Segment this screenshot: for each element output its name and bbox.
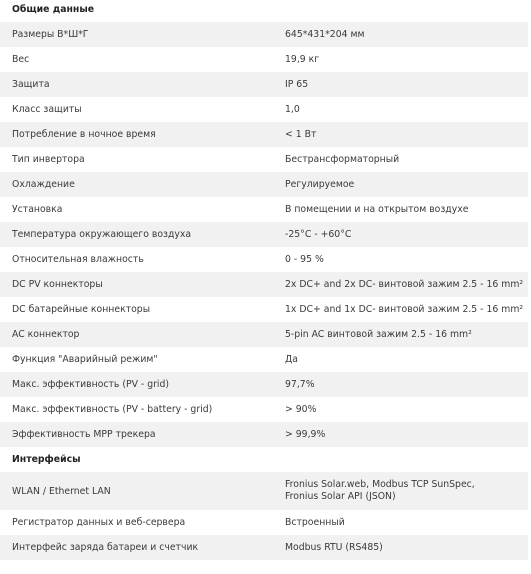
spec-row: Охлаждение Регулируемое bbox=[0, 172, 528, 197]
spec-label: Регистратор данных и веб-сервера bbox=[12, 517, 186, 528]
spec-value: Регулируемое bbox=[285, 178, 355, 190]
spec-label: Класс защиты bbox=[12, 104, 82, 115]
spec-label: Эффективность MPP трекера bbox=[12, 429, 156, 440]
spec-row: DC батарейные коннекторы 1x DC+ and 1x DC… bbox=[0, 297, 528, 322]
spec-table: Общие данные Размеры В*Ш*Г 645*431*204 мм В… bbox=[0, 4, 528, 560]
spec-label: Функция "Аварийный режим" bbox=[12, 354, 158, 365]
section-title: Интерфейсы bbox=[12, 454, 81, 465]
spec-row: Макс. эффективность (PV - battery - grid… bbox=[0, 397, 528, 422]
spec-label: Макс. эффективность (PV - grid) bbox=[12, 379, 170, 390]
spec-row: Тип инвертора Бестрансформаторный bbox=[0, 147, 528, 172]
spec-value: 5-pin AC винтовой зажим 2.5 - 16 mm² bbox=[285, 328, 472, 340]
spec-label: Тип инвертора bbox=[12, 154, 85, 165]
section-title: Общие данные bbox=[12, 4, 95, 15]
spec-row: Потребление в ночное время < 1 Вт bbox=[0, 122, 528, 147]
spec-row: Эффективность MPP трекера > 99,9% bbox=[0, 422, 528, 447]
spec-label: Относительная влажность bbox=[12, 254, 144, 265]
spec-row: Вес 19,9 кг bbox=[0, 47, 528, 72]
spec-value: Бестрансформаторный bbox=[285, 153, 400, 165]
spec-label: Потребление в ночное время bbox=[12, 129, 156, 140]
spec-value: 645*431*204 мм bbox=[285, 28, 365, 40]
spec-value: 1x DC+ and 1x DC- винтовой зажим 2.5 - 1… bbox=[285, 303, 524, 315]
spec-label: DC батарейные коннекторы bbox=[12, 304, 151, 315]
spec-value: 1,0 bbox=[285, 103, 300, 115]
spec-value: Fronius Solar.web, Modbus TCP SunSpec, F… bbox=[285, 479, 475, 502]
spec-value: > 90% bbox=[285, 403, 317, 415]
section: Общие данные Размеры В*Ш*Г 645*431*204 мм В… bbox=[0, 4, 528, 447]
spec-row: Регистратор данных и веб-сервера Встроенн… bbox=[0, 510, 528, 535]
spec-value: -25°C - +60°C bbox=[285, 228, 352, 240]
spec-row: Температура окружающего воздуха -25°C - +… bbox=[0, 222, 528, 247]
spec-row: Размеры В*Ш*Г 645*431*204 мм bbox=[0, 22, 528, 47]
spec-row: Установка В помещении и на открытом возду… bbox=[0, 197, 528, 222]
spec-value: 97,7% bbox=[285, 378, 315, 390]
spec-label: Установка bbox=[12, 204, 63, 215]
spec-value: < 1 Вт bbox=[285, 128, 317, 140]
spec-row: Относительная влажность 0 - 95 % bbox=[0, 247, 528, 272]
section: Интерфейсы WLAN / Ethernet LAN Fronius Sol… bbox=[0, 447, 528, 560]
spec-row: Класс защиты 1,0 bbox=[0, 97, 528, 122]
spec-row: DC PV коннекторы 2x DC+ and 2x DC- винтов… bbox=[0, 272, 528, 297]
spec-value: 2x DC+ and 2x DC- винтовой зажим 2.5 - 1… bbox=[285, 278, 524, 290]
spec-row: Интерфейс заряда батареи и счетчик Modbus… bbox=[0, 535, 528, 560]
spec-label: Размеры В*Ш*Г bbox=[12, 29, 89, 40]
spec-label: Интерфейс заряда батареи и счетчик bbox=[12, 542, 199, 553]
spec-value: 19,9 кг bbox=[285, 53, 320, 65]
spec-value: Да bbox=[285, 353, 298, 365]
spec-label: DC PV коннекторы bbox=[12, 279, 103, 290]
spec-label: AC коннектор bbox=[12, 329, 80, 340]
spec-label: Защита bbox=[12, 79, 50, 90]
spec-value: IP 65 bbox=[285, 78, 309, 90]
spec-row: Макс. эффективность (PV - grid) 97,7% bbox=[0, 372, 528, 397]
spec-row: WLAN / Ethernet LAN Fronius Solar.web, Mo… bbox=[0, 472, 528, 510]
spec-row: Функция "Аварийный режим" Да bbox=[0, 347, 528, 372]
spec-row: Защита IP 65 bbox=[0, 72, 528, 97]
spec-value: 0 - 95 % bbox=[285, 253, 324, 265]
spec-label: Охлаждение bbox=[12, 179, 75, 190]
spec-label: Макс. эффективность (PV - battery - grid… bbox=[12, 404, 213, 415]
spec-value: В помещении и на открытом воздухе bbox=[285, 203, 469, 215]
spec-row: AC коннектор 5-pin AC винтовой зажим 2.5 … bbox=[0, 322, 528, 347]
spec-value: Встроенный bbox=[285, 516, 345, 528]
spec-label: Температура окружающего воздуха bbox=[12, 229, 192, 240]
spec-value: > 99,9% bbox=[285, 428, 326, 440]
spec-label: Вес bbox=[12, 54, 30, 65]
spec-value: Modbus RTU (RS485) bbox=[285, 541, 383, 553]
spec-label: WLAN / Ethernet LAN bbox=[12, 485, 111, 497]
